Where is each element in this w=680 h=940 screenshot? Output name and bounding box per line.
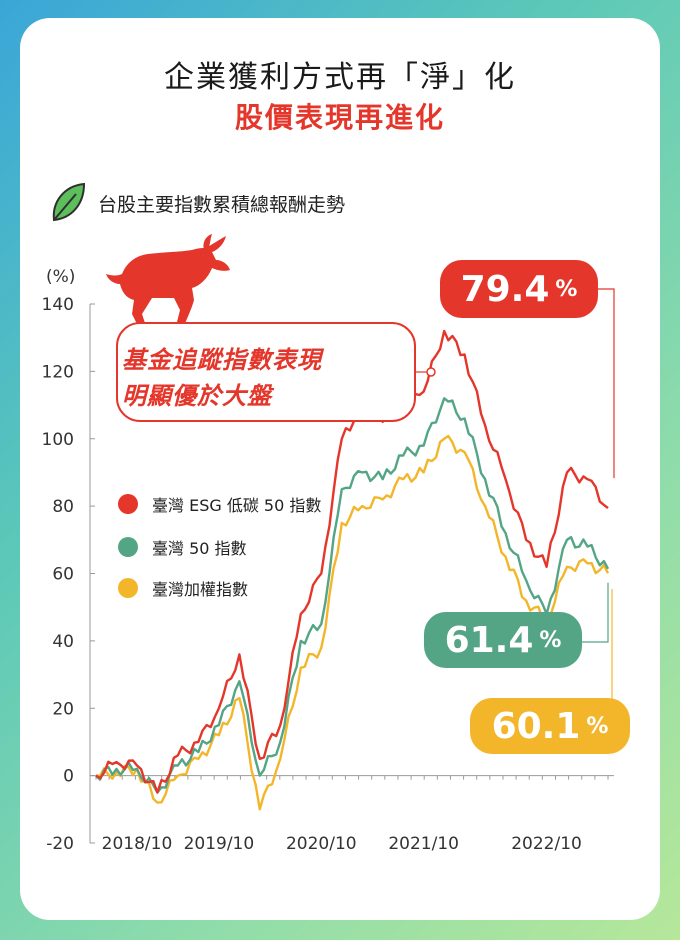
legend-item-tw50: 臺灣 50 指數 [118,535,247,559]
annotation-line1: 基金追蹤指數表現 [122,346,322,374]
legend-dot-taiex [118,578,138,598]
x-tick-label: 2021/10 [388,834,459,854]
callout-taiex-unit: % [586,713,609,739]
legend-item-taiex: 臺灣加權指數 [118,576,248,600]
legend-label-taiex: 臺灣加權指數 [152,580,249,599]
legend-dot-esg [118,494,138,514]
callout-taiex: 60.1 % [470,698,630,754]
legend-label-tw50: 臺灣 50 指數 [152,539,247,558]
y-tick-label: 80 [52,497,74,517]
callout-tw50-unit: % [539,627,562,653]
annotation-line2: 明顯優於大盤 [122,382,272,410]
leaf-icon [52,182,86,222]
chart-subtitle: 台股主要指數累積總報酬走勢 [98,194,346,216]
x-tick-label: 2018/10 [102,834,173,854]
bull-icon [106,234,230,326]
y-tick-label: 140 [42,295,74,315]
callout-tw50-value: 61.4 [444,619,534,661]
legend-item-esg: 臺灣 ESG 低碳 50 指數 [118,492,321,516]
connector-esg [598,288,615,479]
y-tick-label: -20 [46,834,74,854]
connector-tw50 [582,582,609,643]
line-taiex [95,434,610,811]
line-esg [95,329,609,794]
y-tick-label: 0 [63,767,74,787]
x-tick-label: 2022/10 [511,834,582,854]
line-tw50 [95,397,610,794]
y-tick-label: 120 [42,362,74,382]
y-tick-label: 20 [52,699,74,719]
callout-taiex-value: 60.1 [491,705,581,747]
y-tick-label: 60 [52,565,74,585]
x-tick-label: 2019/10 [184,834,255,854]
callout-esg: 79.4 % [440,260,598,318]
y-axis-unit: (%) [46,267,75,287]
callout-tw50: 61.4 % [424,612,582,668]
annotation-anchor-dot [426,367,436,377]
legend-dot-tw50 [118,537,138,557]
annotation-box [116,322,416,422]
y-tick-label: 100 [42,430,74,450]
title-line1: 企業獲利方式再「淨」化 [164,60,516,95]
callout-esg-unit: % [555,276,578,302]
y-tick-label: 40 [52,632,74,652]
legend-label-esg: 臺灣 ESG 低碳 50 指數 [152,496,322,515]
content-card [20,18,660,920]
title-line2: 股價表現再進化 [234,101,445,134]
x-tick-label: 2020/10 [286,834,357,854]
callout-esg-value: 79.4 [460,268,550,310]
